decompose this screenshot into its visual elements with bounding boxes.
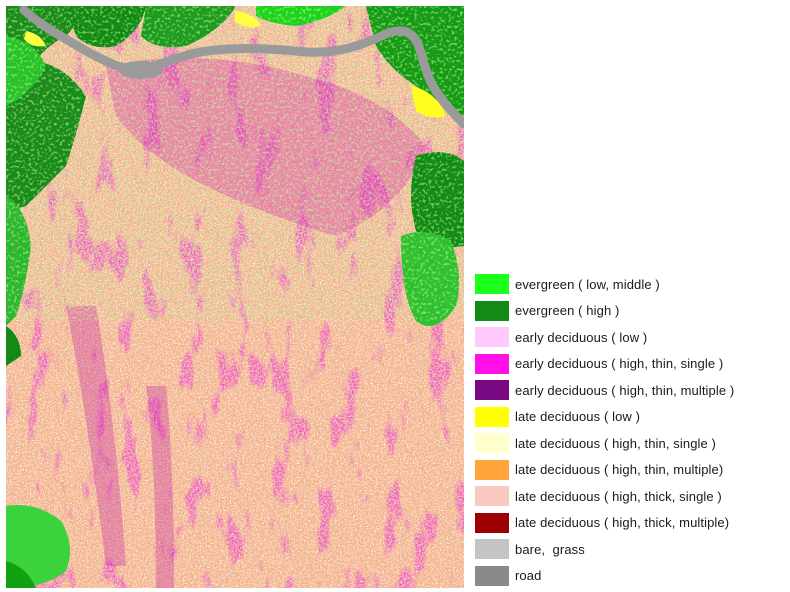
legend-item: late deciduous ( low ) bbox=[475, 404, 787, 431]
legend-swatch bbox=[475, 459, 509, 480]
legend-label: evergreen ( low, middle ) bbox=[515, 276, 660, 292]
legend-label: road bbox=[515, 568, 542, 584]
legend-swatch bbox=[475, 486, 509, 507]
river-pool bbox=[119, 61, 163, 79]
legend-swatch bbox=[475, 565, 509, 586]
legend-item: evergreen ( high ) bbox=[475, 298, 787, 325]
legend-label: early deciduous ( high, thin, single ) bbox=[515, 356, 724, 372]
legend-label: early deciduous ( low ) bbox=[515, 329, 648, 345]
river bbox=[19, 6, 464, 129]
legend-swatch bbox=[475, 353, 509, 374]
legend-label: late deciduous ( high, thin, single ) bbox=[515, 435, 716, 451]
legend-swatch bbox=[475, 300, 509, 321]
legend-swatch bbox=[475, 380, 509, 401]
legend-item: late deciduous ( high, thick, multiple) bbox=[475, 510, 787, 537]
legend-item: road bbox=[475, 563, 787, 590]
legend-item: late deciduous ( high, thin, multiple) bbox=[475, 457, 787, 484]
legend-item: late deciduous ( high, thick, single ) bbox=[475, 483, 787, 510]
legend-label: early deciduous ( high, thin, multiple ) bbox=[515, 382, 735, 398]
early-deciduous-dense-band bbox=[66, 58, 426, 588]
legend-swatch bbox=[475, 512, 509, 533]
late-deciduous-low-patches bbox=[24, 11, 446, 118]
classification-map bbox=[6, 6, 464, 588]
legend-item: evergreen ( low, middle ) bbox=[475, 271, 787, 298]
legend-swatch bbox=[475, 406, 509, 427]
legend-swatch bbox=[475, 433, 509, 454]
legend-item: late deciduous ( high, thin, single ) bbox=[475, 430, 787, 457]
legend-swatch bbox=[475, 327, 509, 348]
legend-label: late deciduous ( low ) bbox=[515, 409, 641, 425]
legend-label: late deciduous ( high, thin, multiple) bbox=[515, 462, 724, 478]
legend-item: early deciduous ( high, thin, multiple ) bbox=[475, 377, 787, 404]
legend-swatch bbox=[475, 539, 509, 560]
legend-label: late deciduous ( high, thick, multiple) bbox=[515, 515, 730, 531]
legend-swatch bbox=[475, 274, 509, 295]
legend-item: bare, grass bbox=[475, 536, 787, 563]
legend-label: bare, grass bbox=[515, 541, 585, 557]
legend-label: late deciduous ( high, thick, single ) bbox=[515, 488, 722, 504]
legend-label: evergreen ( high ) bbox=[515, 303, 620, 319]
legend: evergreen ( low, middle ) evergreen ( hig… bbox=[475, 271, 787, 589]
legend-item: early deciduous ( high, thin, single ) bbox=[475, 351, 787, 378]
legend-item: early deciduous ( low ) bbox=[475, 324, 787, 351]
